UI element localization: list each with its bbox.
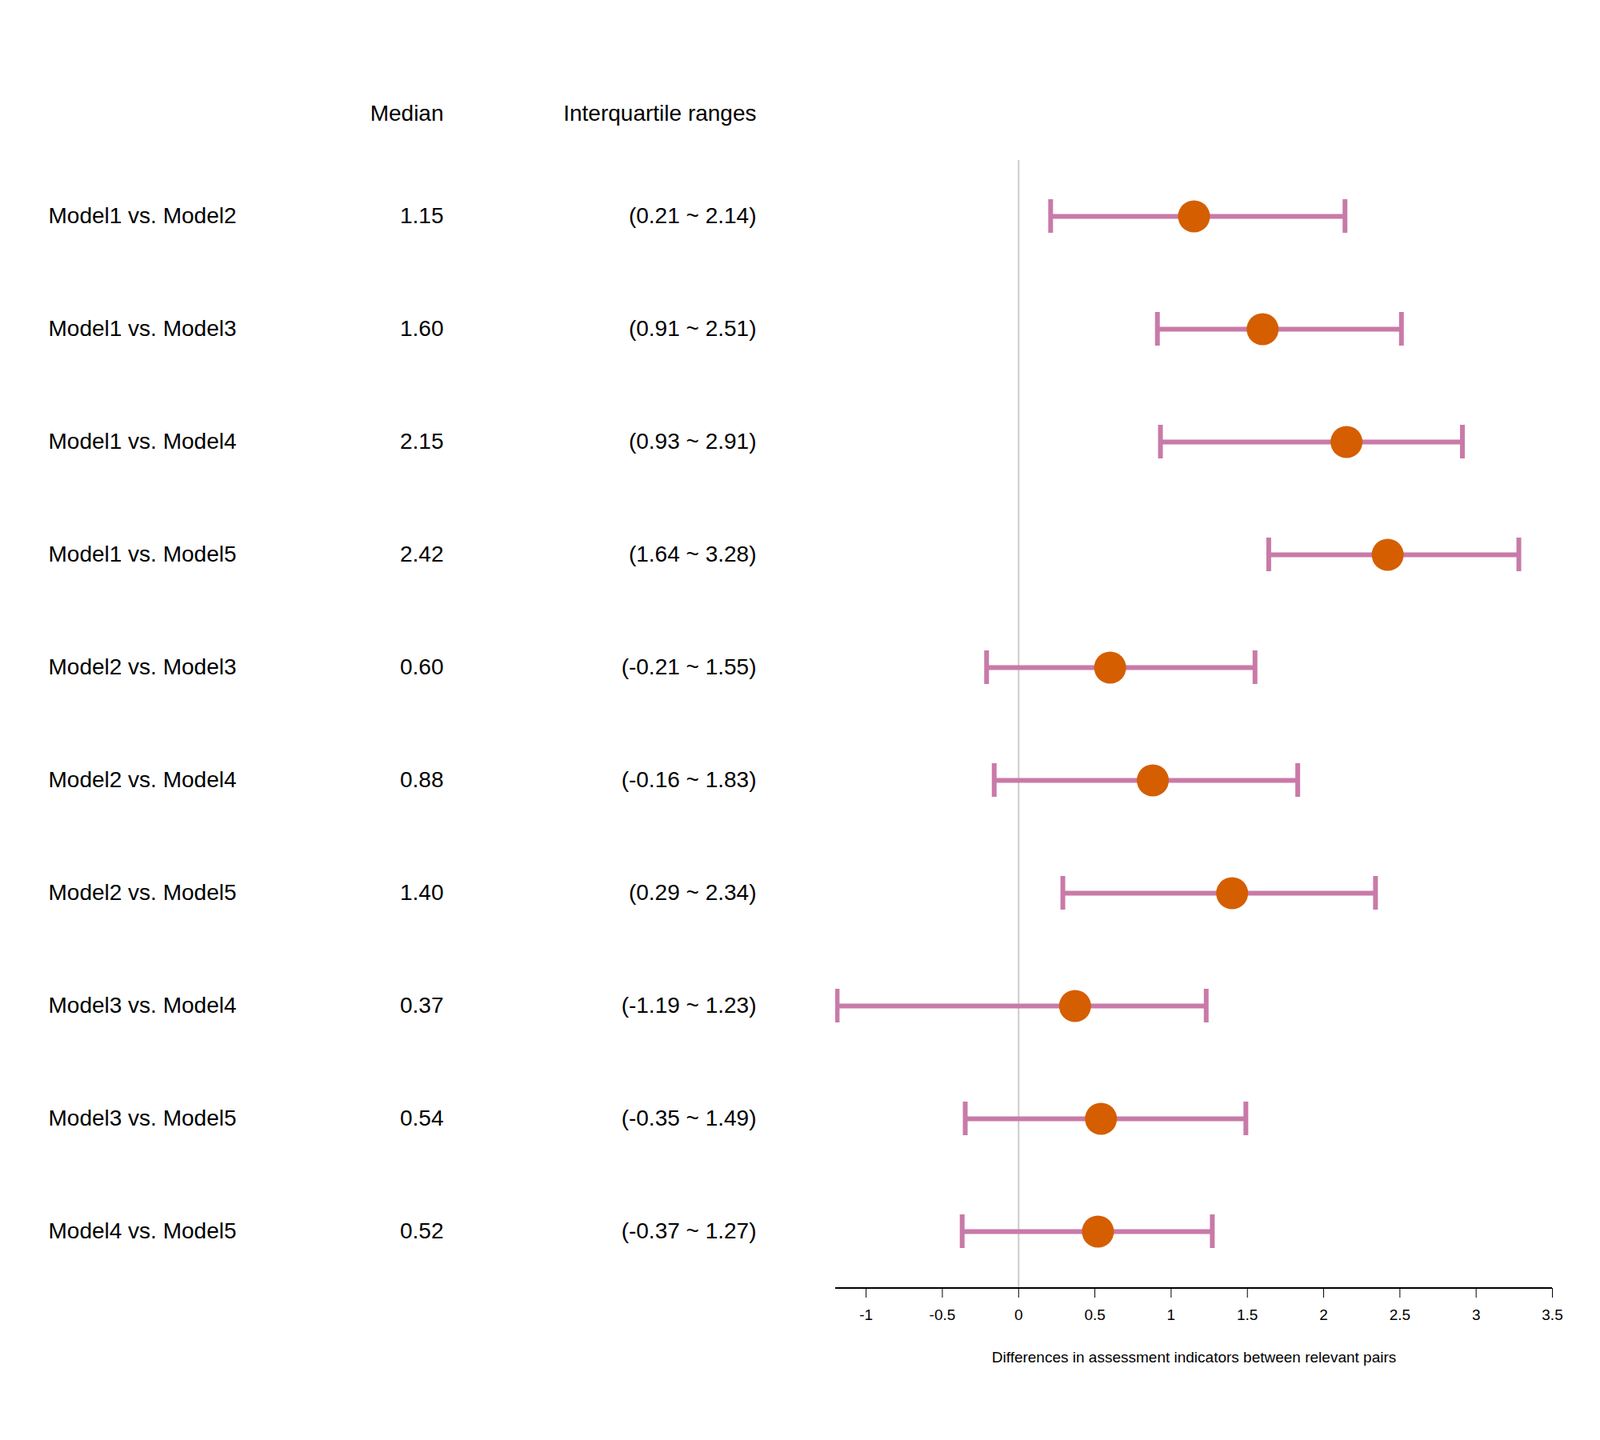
svg-text:Model2 vs. Model4: Model2 vs. Model4 — [48, 767, 237, 792]
svg-text:0.37: 0.37 — [400, 992, 444, 1018]
svg-text:Model2 vs. Model3: Model2 vs. Model3 — [48, 654, 237, 680]
svg-text:(0.91 ~ 2.51): (0.91 ~ 2.51) — [628, 316, 757, 341]
svg-text:0.5: 0.5 — [1084, 1306, 1105, 1324]
svg-text:0.54: 0.54 — [400, 1105, 444, 1131]
svg-text:Model1 vs. Model2: Model1 vs. Model2 — [48, 203, 237, 228]
svg-text:1.5: 1.5 — [1236, 1306, 1258, 1324]
svg-text:2.5: 2.5 — [1389, 1306, 1411, 1324]
svg-text:(-0.21 ~ 1.55): (-0.21 ~ 1.55) — [621, 654, 757, 680]
svg-text:3: 3 — [1472, 1306, 1481, 1324]
svg-text:1.40: 1.40 — [400, 880, 444, 905]
svg-text:Interquartile ranges: Interquartile ranges — [563, 100, 756, 126]
svg-text:-1: -1 — [859, 1306, 873, 1324]
svg-text:Model4 vs. Model5: Model4 vs. Model5 — [48, 1218, 237, 1244]
svg-text:Model1 vs. Model5: Model1 vs. Model5 — [48, 541, 237, 567]
svg-text:Median: Median — [370, 100, 444, 126]
svg-text:0.88: 0.88 — [400, 767, 444, 792]
svg-text:2.42: 2.42 — [400, 541, 444, 567]
svg-text:Model1 vs. Model3: Model1 vs. Model3 — [48, 316, 237, 341]
svg-text:Model3 vs. Model5: Model3 vs. Model5 — [48, 1105, 237, 1131]
svg-text:Model1 vs. Model4: Model1 vs. Model4 — [48, 428, 237, 454]
svg-text:(0.29 ~ 2.34): (0.29 ~ 2.34) — [628, 880, 757, 905]
svg-text:(0.93 ~ 2.91): (0.93 ~ 2.91) — [628, 428, 757, 454]
svg-text:0: 0 — [1014, 1306, 1024, 1324]
svg-text:Model2 vs. Model5: Model2 vs. Model5 — [48, 880, 237, 905]
svg-text:(1.64 ~ 3.28): (1.64 ~ 3.28) — [628, 541, 757, 567]
svg-text:Model3 vs. Model4: Model3 vs. Model4 — [48, 992, 237, 1018]
svg-text:(-0.16 ~ 1.83): (-0.16 ~ 1.83) — [621, 767, 757, 792]
svg-text:1.60: 1.60 — [400, 316, 444, 341]
svg-text:-0.5: -0.5 — [929, 1306, 956, 1324]
svg-text:3.5: 3.5 — [1541, 1306, 1563, 1324]
svg-text:(0.21 ~ 2.14): (0.21 ~ 2.14) — [628, 203, 757, 228]
svg-text:1.15: 1.15 — [400, 203, 444, 228]
svg-text:0.52: 0.52 — [400, 1218, 444, 1244]
svg-text:(-0.37 ~ 1.27): (-0.37 ~ 1.27) — [621, 1218, 757, 1244]
svg-text:2.15: 2.15 — [400, 428, 444, 454]
svg-text:(-0.35 ~ 1.49): (-0.35 ~ 1.49) — [621, 1105, 757, 1131]
svg-text:Differences in assessment indi: Differences in assessment indicators bet… — [992, 1348, 1397, 1366]
svg-text:(-1.19 ~ 1.23): (-1.19 ~ 1.23) — [621, 992, 757, 1018]
svg-text:1: 1 — [1167, 1306, 1176, 1324]
svg-text:0.60: 0.60 — [400, 654, 444, 680]
svg-text:2: 2 — [1319, 1306, 1328, 1324]
